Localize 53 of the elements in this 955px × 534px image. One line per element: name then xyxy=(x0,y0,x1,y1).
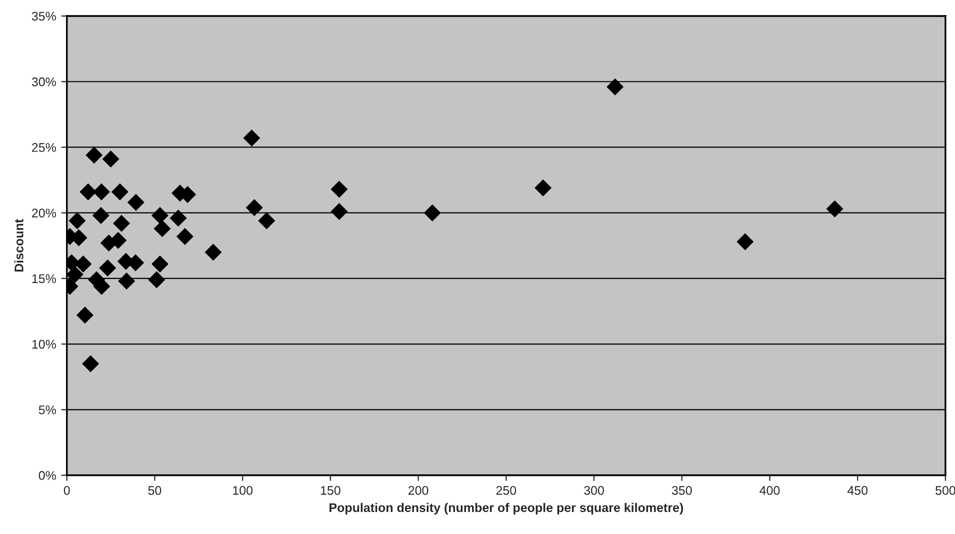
y-tick-label: 25% xyxy=(32,143,56,152)
point xyxy=(76,306,94,324)
point xyxy=(118,272,136,290)
point xyxy=(606,78,624,96)
point xyxy=(176,228,194,245)
y-tick-label: 20% xyxy=(32,208,56,218)
y-tick-label: 5% xyxy=(38,406,56,414)
x-tick-label: 250 xyxy=(496,486,516,495)
x-tick-label: 150 xyxy=(320,486,340,495)
point xyxy=(80,183,97,200)
point xyxy=(151,256,168,273)
point xyxy=(736,233,754,250)
point xyxy=(151,206,168,224)
x-tick-label: 500 xyxy=(936,486,955,495)
x-tick-label: 300 xyxy=(584,486,604,495)
x-tick-label: 50 xyxy=(148,486,162,495)
point xyxy=(826,200,844,218)
x-tick-label: 400 xyxy=(760,486,780,495)
point xyxy=(99,259,116,276)
point xyxy=(92,183,110,200)
point xyxy=(534,179,552,196)
point xyxy=(170,210,187,227)
y-tick-label: 35% xyxy=(32,12,56,21)
point xyxy=(111,183,128,200)
point xyxy=(68,212,86,230)
point xyxy=(148,271,166,288)
point xyxy=(66,266,84,284)
x-tick-label: 100 xyxy=(233,486,253,495)
x-tick-label: 200 xyxy=(408,486,428,495)
point xyxy=(127,194,144,211)
point xyxy=(112,214,130,232)
x-tick-label: 450 xyxy=(847,486,868,495)
y-axis-title: Discount xyxy=(14,219,24,272)
point xyxy=(102,150,120,168)
point xyxy=(246,199,263,216)
x-tick-label: 350 xyxy=(672,486,692,495)
point xyxy=(86,146,103,164)
point xyxy=(154,220,171,238)
point xyxy=(258,212,276,230)
x-axis-title: Population density (number of people per square kilometre) xyxy=(330,502,683,515)
y-tick-label: 30% xyxy=(32,77,56,86)
y-tick-label: 0% xyxy=(38,471,56,480)
point xyxy=(74,256,92,273)
point xyxy=(424,204,441,222)
point xyxy=(82,355,100,372)
x-tick-label: 0 xyxy=(64,486,70,495)
point xyxy=(330,203,348,220)
point xyxy=(330,180,348,198)
point xyxy=(204,244,222,261)
y-tick-label: 15% xyxy=(32,274,56,284)
point xyxy=(243,130,260,147)
point xyxy=(92,206,110,224)
y-tick-label: 10% xyxy=(32,340,56,349)
